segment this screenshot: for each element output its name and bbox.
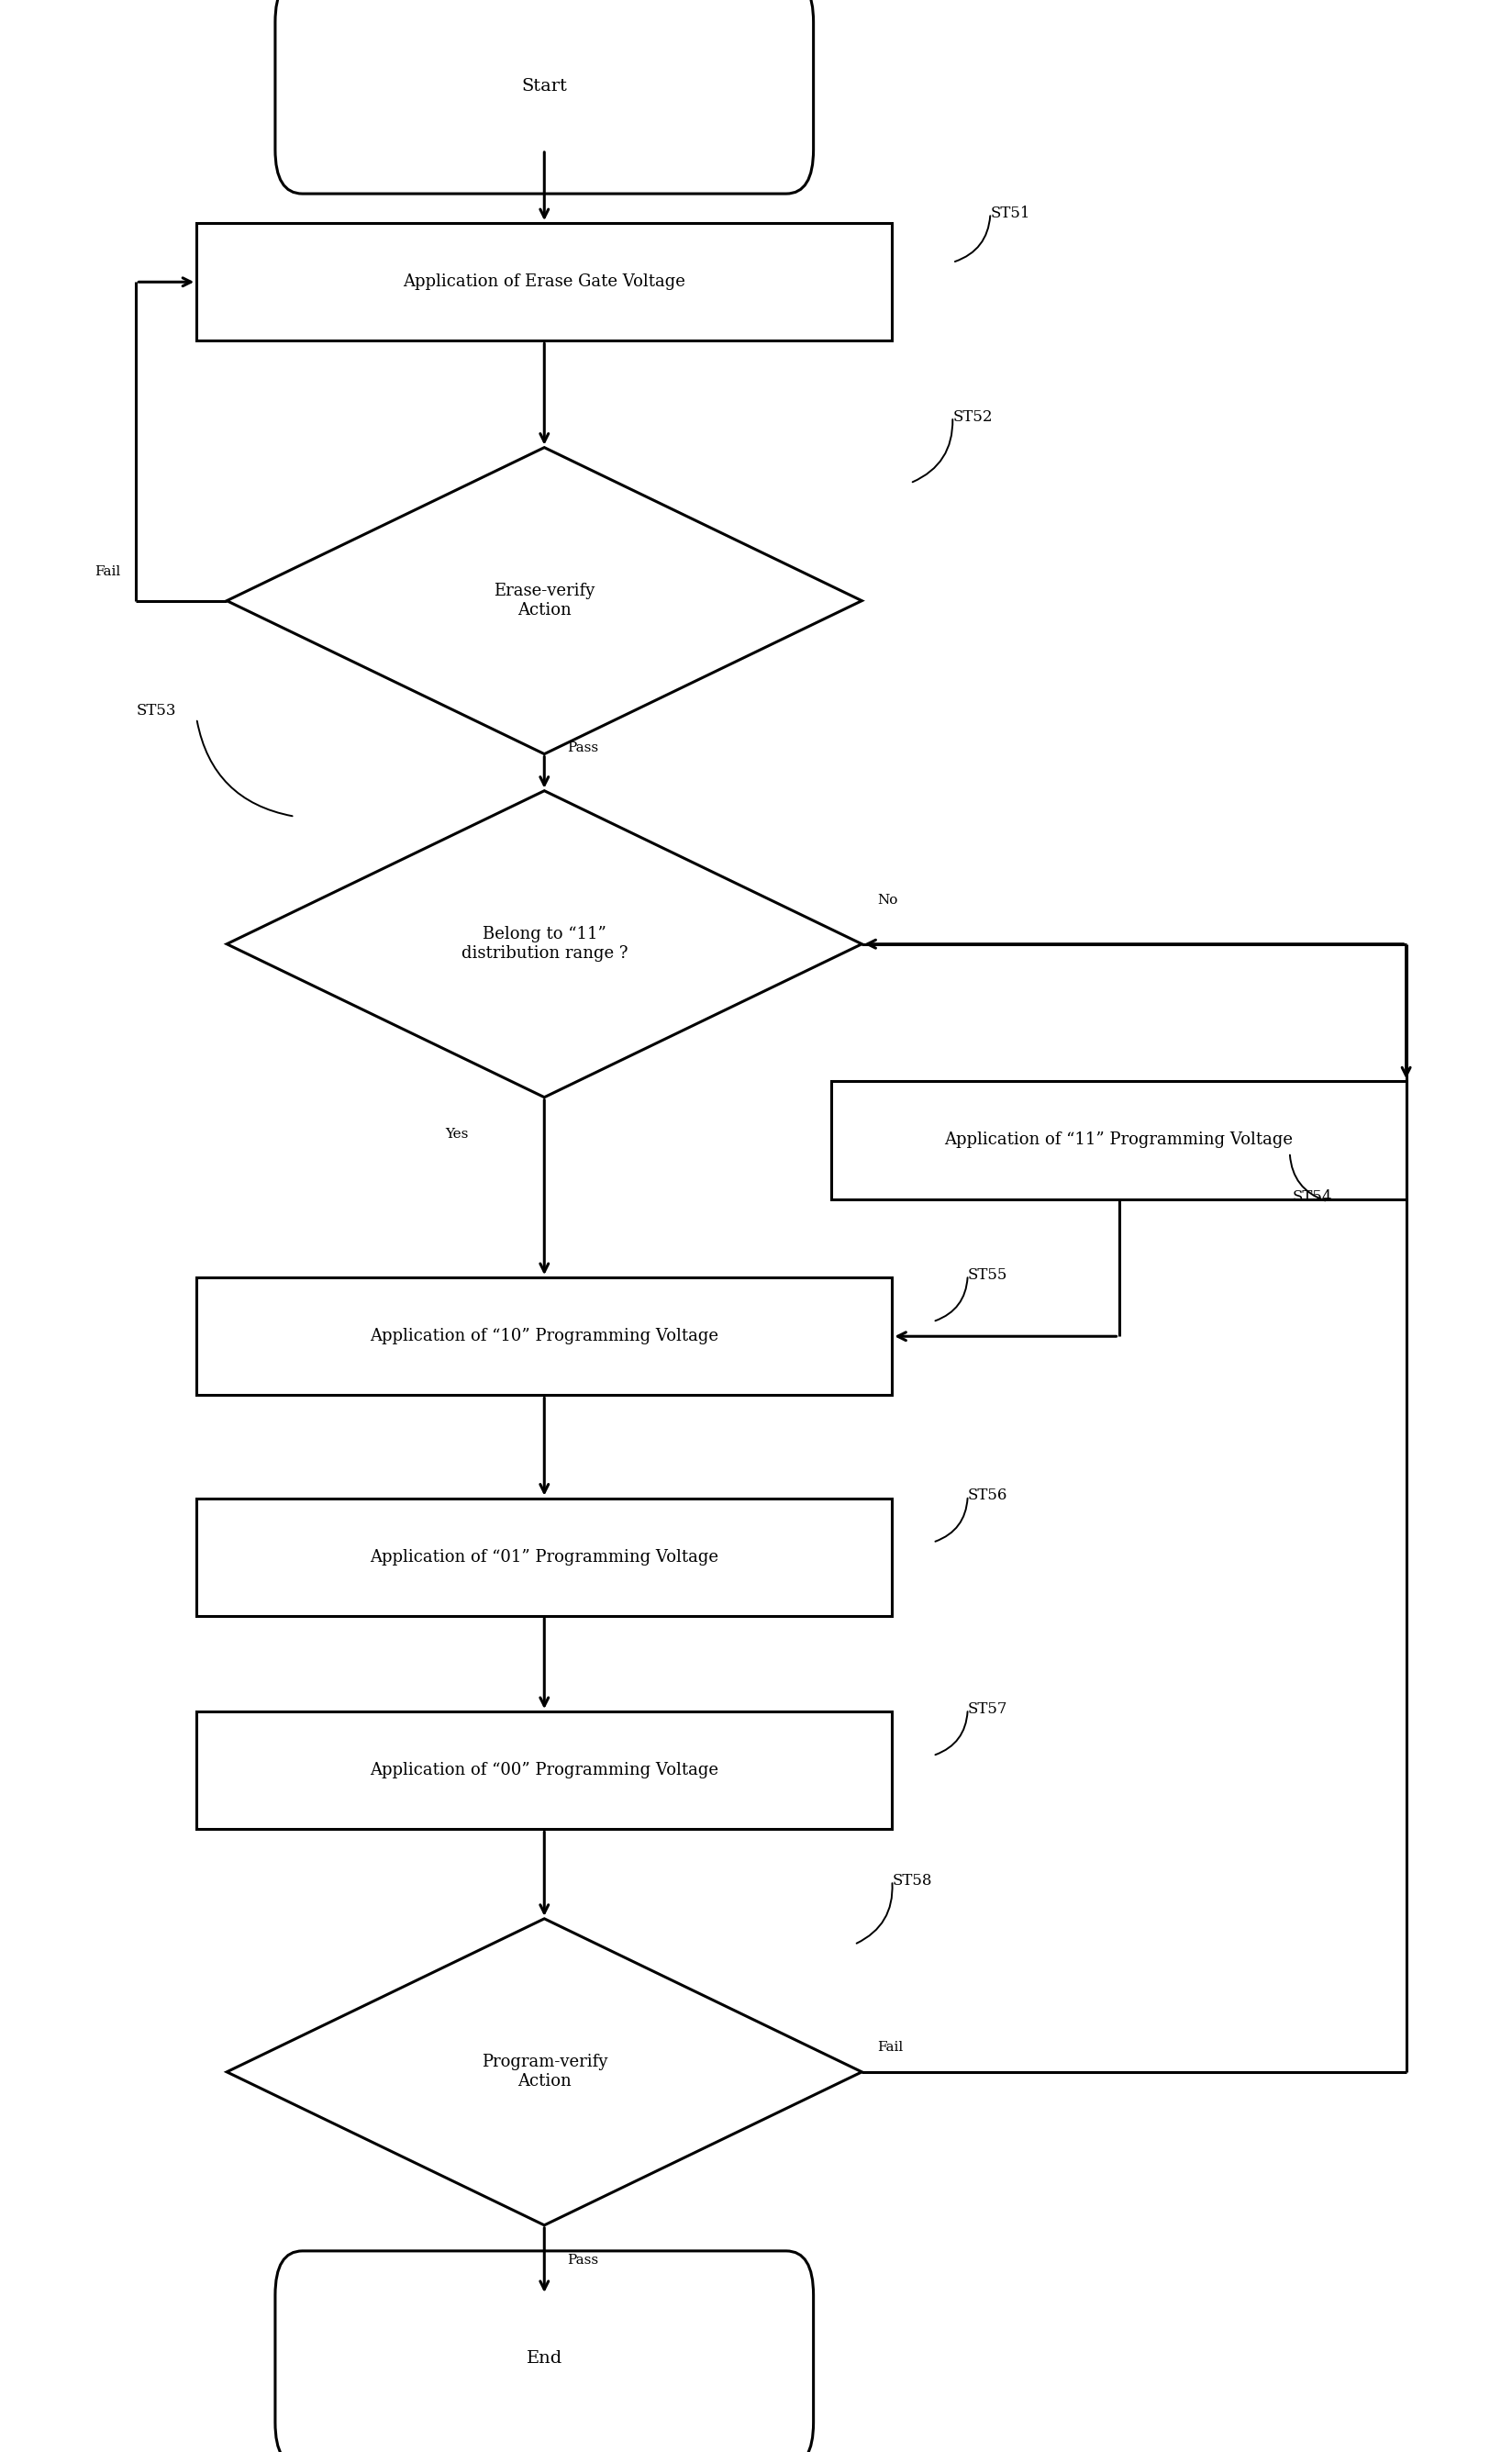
FancyBboxPatch shape xyxy=(275,0,813,194)
Bar xyxy=(197,1277,892,1395)
Text: Pass: Pass xyxy=(567,741,599,755)
Text: Erase-verify
Action: Erase-verify Action xyxy=(494,584,594,618)
Text: ST56: ST56 xyxy=(968,1488,1007,1503)
Text: Start: Start xyxy=(522,78,567,93)
Text: Yes: Yes xyxy=(446,1128,469,1140)
Text: Pass: Pass xyxy=(567,2253,599,2266)
Polygon shape xyxy=(227,1917,862,2226)
Text: Application of “00” Programming Voltage: Application of “00” Programming Voltage xyxy=(370,1763,718,1778)
Text: Fail: Fail xyxy=(95,564,121,579)
Bar xyxy=(197,1711,892,1829)
Text: Application of “01” Programming Voltage: Application of “01” Programming Voltage xyxy=(370,1550,718,1564)
Text: ST54: ST54 xyxy=(1293,1189,1332,1204)
Polygon shape xyxy=(227,449,862,755)
Text: Application of “10” Programming Voltage: Application of “10” Programming Voltage xyxy=(370,1329,718,1344)
Text: ST55: ST55 xyxy=(968,1268,1007,1282)
Text: ST53: ST53 xyxy=(136,704,175,718)
Text: Fail: Fail xyxy=(877,2040,903,2055)
Bar xyxy=(197,1498,892,1616)
Text: ST57: ST57 xyxy=(968,1702,1007,1716)
Bar xyxy=(832,1081,1406,1199)
Text: Application of “11” Programming Voltage: Application of “11” Programming Voltage xyxy=(945,1133,1293,1148)
Text: Application of Erase Gate Voltage: Application of Erase Gate Voltage xyxy=(404,275,685,289)
Text: Belong to “11”
distribution range ?: Belong to “11” distribution range ? xyxy=(461,927,627,961)
Text: ST51: ST51 xyxy=(990,206,1030,221)
Bar xyxy=(197,223,892,341)
Text: Program-verify
Action: Program-verify Action xyxy=(481,2055,608,2089)
Text: ST58: ST58 xyxy=(892,1873,931,1888)
Text: ST52: ST52 xyxy=(953,409,992,424)
Text: No: No xyxy=(877,893,898,907)
Polygon shape xyxy=(227,790,862,1098)
FancyBboxPatch shape xyxy=(275,2251,813,2452)
Text: End: End xyxy=(526,2351,562,2366)
